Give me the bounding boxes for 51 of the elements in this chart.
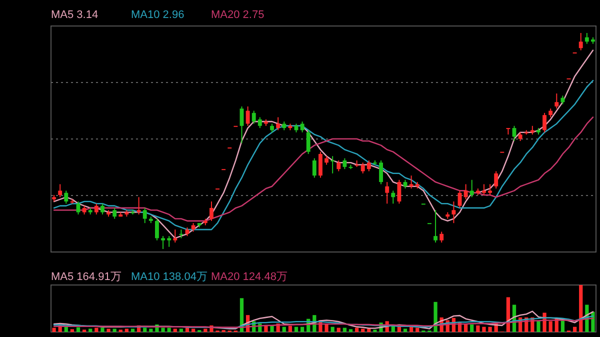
- bar: [94, 328, 98, 332]
- bar: [470, 324, 474, 332]
- bar: [149, 328, 153, 332]
- bar: [282, 326, 286, 332]
- bar: [488, 326, 492, 332]
- bar: [167, 328, 171, 332]
- bar: [342, 328, 347, 332]
- bar: [161, 328, 165, 332]
- bar: [336, 328, 340, 332]
- bar: [143, 328, 147, 332]
- bar: [560, 320, 565, 332]
- bar: [536, 321, 540, 332]
- bar: [173, 328, 177, 332]
- bar: [64, 326, 68, 332]
- bar: [354, 328, 359, 332]
- bar: [409, 326, 414, 332]
- bar: [70, 329, 74, 332]
- text: MA10 2.96: [131, 9, 184, 21]
- bar: [330, 326, 334, 332]
- bar: [112, 328, 116, 332]
- bar: [76, 327, 80, 332]
- bar: [106, 328, 110, 332]
- bar: [264, 325, 268, 332]
- bar: [348, 329, 353, 332]
- text: MA5 164.91万: [51, 271, 122, 283]
- bar: [124, 328, 129, 332]
- bar: [403, 328, 408, 332]
- bar: [416, 328, 420, 332]
- bar: [294, 326, 298, 332]
- bar: [270, 325, 274, 332]
- bar: [130, 328, 135, 332]
- bar: [300, 326, 304, 332]
- bar: [179, 328, 184, 332]
- bar: [185, 328, 190, 332]
- text: MA5 3.14: [51, 9, 98, 21]
- text: MA10 138.04万: [131, 271, 208, 283]
- bar: [548, 321, 552, 332]
- bar: [100, 328, 104, 332]
- bar: [191, 328, 196, 332]
- bar: [572, 326, 577, 332]
- bar: [204, 328, 208, 332]
- text: MA20 124.48万: [211, 271, 288, 283]
- bar: [88, 328, 92, 332]
- bar: [579, 285, 583, 332]
- bar: [288, 326, 292, 332]
- text: MA20 2.75: [211, 9, 264, 21]
- bar: [476, 325, 480, 332]
- bar: [434, 302, 438, 332]
- bar: [482, 326, 486, 332]
- bar: [361, 328, 365, 332]
- bar: [52, 328, 56, 332]
